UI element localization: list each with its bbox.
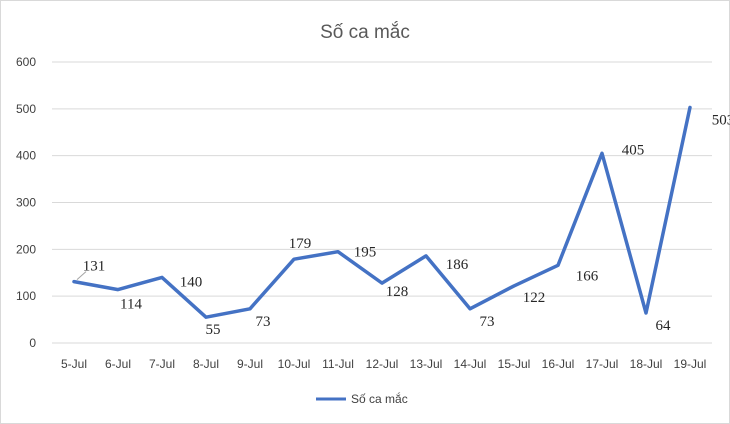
y-tick-label: 0	[29, 336, 36, 350]
x-tick-label: 11-Jul	[322, 357, 354, 371]
data-label: 114	[120, 297, 142, 313]
legend-label: Số ca mắc	[351, 391, 408, 406]
data-label: 179	[289, 236, 312, 252]
data-label: 131	[83, 259, 106, 275]
series-group	[72, 105, 692, 319]
y-tick-label: 300	[16, 196, 36, 210]
data-label: 140	[180, 274, 203, 290]
x-tick-label: 10-Jul	[278, 357, 311, 371]
chart-title: Số ca mắc	[320, 21, 410, 43]
x-tick-label: 8-Jul	[193, 357, 219, 371]
data-label: 405	[622, 142, 645, 158]
y-tick-label: 500	[16, 102, 36, 116]
x-tick-label: 16-Jul	[542, 357, 575, 371]
label-leader-line	[76, 271, 87, 281]
data-label: 186	[446, 257, 469, 273]
y-tick-label: 400	[16, 149, 36, 163]
data-label: 503	[712, 112, 730, 128]
data-labels: 131 114 140 55 73 179 195 128 186 73 122 166 405 64 50…	[76, 112, 730, 338]
data-label: 55	[206, 322, 221, 338]
data-label: 128	[386, 284, 409, 300]
data-label: 73	[480, 314, 495, 330]
y-tick-label: 600	[16, 55, 36, 69]
data-label: 73	[256, 314, 271, 330]
x-tick-label: 7-Jul	[149, 357, 175, 371]
data-label: 122	[523, 290, 546, 306]
x-tick-label: 15-Jul	[498, 357, 531, 371]
x-tick-label: 17-Jul	[586, 357, 619, 371]
data-label: 64	[656, 318, 672, 334]
x-tick-label: 9-Jul	[237, 357, 263, 371]
y-tick-label: 100	[16, 289, 36, 303]
x-tick-label: 12-Jul	[366, 357, 399, 371]
data-label: 166	[576, 268, 599, 284]
x-tick-label: 19-Jul	[674, 357, 707, 371]
y-tick-label: 200	[16, 242, 36, 256]
x-axis-ticks: 5-Jul 6-Jul 7-Jul 8-Jul 9-Jul 10-Jul 11-Jul 12-…	[61, 357, 706, 371]
x-tick-label: 5-Jul	[61, 357, 87, 371]
y-axis-ticks: 0 100 200 300 400 500 600	[16, 55, 36, 350]
x-tick-label: 6-Jul	[105, 357, 131, 371]
series-line	[72, 105, 692, 319]
x-tick-label: 13-Jul	[410, 357, 443, 371]
x-tick-label: 18-Jul	[630, 357, 663, 371]
x-tick-label: 14-Jul	[454, 357, 487, 371]
data-label: 195	[354, 245, 377, 261]
legend: Số ca mắc	[316, 391, 408, 406]
gridlines	[52, 61, 712, 344]
